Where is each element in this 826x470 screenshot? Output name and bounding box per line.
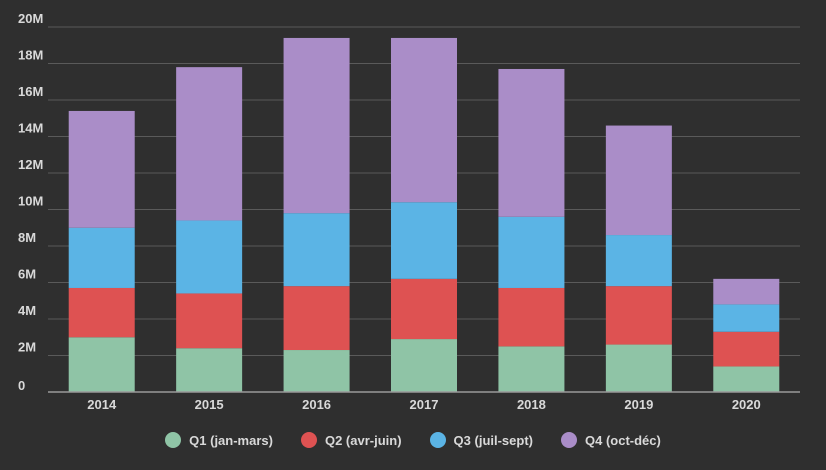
bar-segment	[713, 304, 780, 332]
y-tick-label: 16M	[18, 84, 43, 99]
legend-swatch	[165, 432, 182, 448]
bar-segment	[283, 350, 350, 392]
bar-segment	[283, 213, 350, 287]
bar-segment	[283, 37, 350, 214]
bar-segment	[605, 286, 672, 345]
bar-segment	[68, 287, 135, 338]
bar-segment	[391, 339, 457, 392]
y-tick-label: 2M	[18, 340, 36, 355]
bar-segment	[605, 235, 672, 287]
bar-segment	[68, 337, 135, 392]
y-tick-label: 20M	[18, 11, 43, 26]
bar-segment	[713, 366, 780, 392]
legend-item[interactable]: Q4 (oct-déc)	[561, 432, 661, 448]
x-tick-label: 2014	[87, 397, 117, 412]
y-tick-label: 12M	[18, 157, 43, 172]
bar-segment	[176, 293, 243, 349]
y-tick-label: 6M	[18, 267, 36, 282]
bar-segment	[391, 202, 457, 279]
bar-segment	[498, 216, 565, 288]
x-tick-label: 2016	[302, 397, 331, 412]
y-tick-label: 18M	[18, 48, 43, 63]
legend-label: Q1 (jan-mars)	[189, 432, 273, 448]
bar-segment	[605, 344, 672, 392]
bar-segment	[713, 278, 780, 305]
x-tick-label: 2018	[517, 397, 546, 412]
x-tick-label: 2015	[195, 397, 224, 412]
bar-segment	[498, 346, 565, 392]
stacked-bar-chart: 0 2M 4M 6M 8M 10M 12M 14M 16M 18M 20M 2014 2015 2016 2…	[18, 11, 800, 412]
legend-item[interactable]: Q3 (juil-sept)	[429, 432, 533, 448]
x-tick-label: 2019	[624, 397, 653, 412]
y-tick-label: 14M	[18, 121, 43, 136]
bar-segment	[68, 110, 135, 228]
bar-segment	[498, 68, 565, 217]
bar-segment	[713, 331, 780, 367]
legend-swatch	[561, 432, 577, 448]
y-tick-label: 8M	[18, 230, 36, 245]
legend-item[interactable]: Q2 (avr-juin)	[300, 432, 402, 448]
bar-segment	[176, 220, 243, 294]
bar-segment	[498, 287, 565, 347]
bar-segment	[176, 348, 243, 392]
legend-item[interactable]: Q1 (jan-mars)	[165, 432, 273, 448]
x-tick-label: 2020	[732, 397, 761, 412]
legend-swatch	[429, 432, 446, 448]
y-tick-label: 4M	[18, 303, 36, 318]
bar-segment	[176, 67, 243, 221]
legend-label: Q3 (juil-sept)	[453, 432, 533, 448]
legend-label: Q4 (oct-déc)	[585, 432, 661, 448]
y-tick-label: 10M	[18, 194, 43, 209]
bar-segment	[391, 37, 457, 203]
legend-label: Q2 (avr-juin)	[324, 432, 402, 448]
bar-segment	[283, 286, 350, 351]
legend-swatch	[300, 432, 317, 448]
bar-segment	[605, 125, 672, 236]
y-tick-label: 0	[18, 378, 25, 393]
chart-legend: Q1 (jan-mars) Q2 (avr-juin) Q3 (juil-sept)…	[0, 432, 826, 448]
bar-segment	[68, 227, 135, 288]
x-tick-label: 2017	[410, 397, 439, 412]
bar-segment	[391, 278, 457, 340]
